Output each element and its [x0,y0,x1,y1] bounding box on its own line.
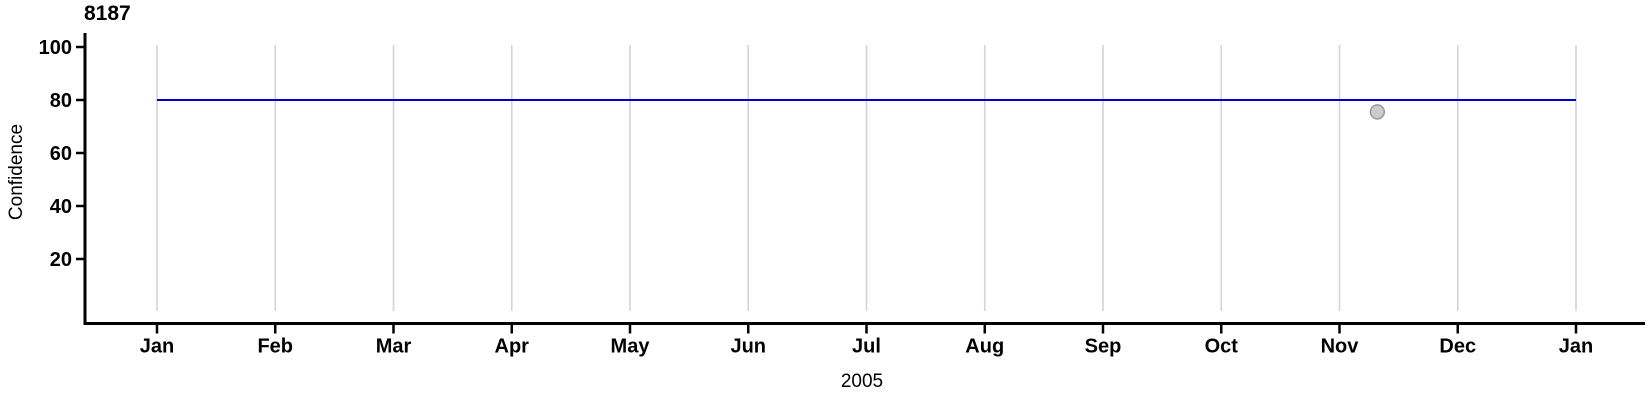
x-tick-label: Feb [257,336,293,358]
y-tick-label: 60 [50,143,72,165]
x-tick-label: Jan [1559,336,1593,358]
x-axis-label: 2005 [840,371,884,392]
y-tick-label: 20 [50,249,72,271]
x-tick-label: Jan [140,336,174,358]
x-tick-label: Apr [495,336,530,358]
x-tick-label: Jul [852,336,881,358]
x-tick-label: Sep [1085,336,1122,358]
x-tick-label: Mar [376,336,412,358]
x-tick-label: Dec [1439,336,1476,358]
x-tick-label: Jun [730,336,766,358]
y-tick-label: 80 [50,90,72,112]
x-tick-label: Aug [965,336,1004,358]
x-tick-label: Nov [1321,336,1360,358]
x-tick-label: May [611,336,651,358]
x-tick-label: Oct [1205,336,1239,358]
data-point [1369,104,1386,120]
y-axis-label: Confidence [6,123,27,221]
chart-title: 8187 [84,2,131,25]
y-tick-label: 100 [39,37,72,59]
y-tick-label: 40 [50,196,72,218]
